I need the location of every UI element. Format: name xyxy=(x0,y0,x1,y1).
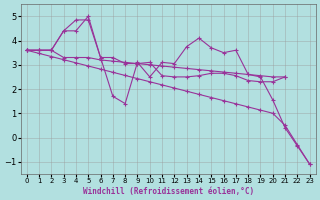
X-axis label: Windchill (Refroidissement éolien,°C): Windchill (Refroidissement éolien,°C) xyxy=(83,187,254,196)
